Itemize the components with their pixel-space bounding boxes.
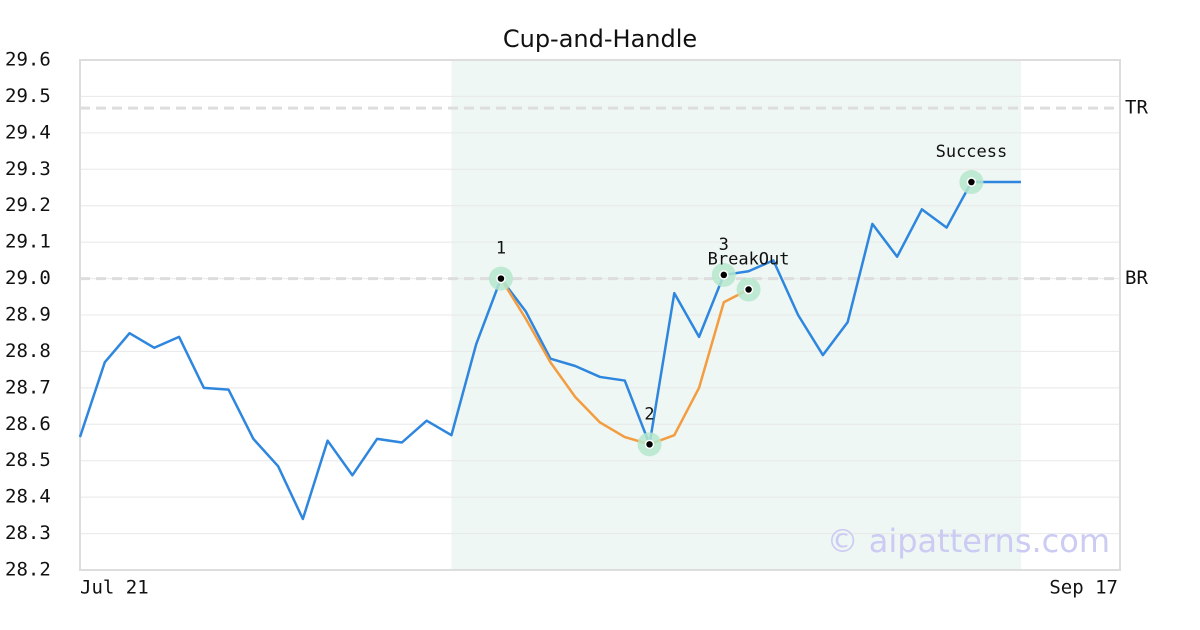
x-tick-label: Jul 21 <box>80 577 149 599</box>
y-tick-label: 29.1 <box>5 231 51 253</box>
point-dot <box>644 439 655 450</box>
y-tick-label: 28.2 <box>5 559 51 581</box>
x-tick-label: Sep 17 <box>1049 577 1118 599</box>
y-tick-label: 28.8 <box>5 340 51 362</box>
watermark: © aipatterns.com <box>827 522 1110 560</box>
point-dot <box>966 177 977 187</box>
plot-border <box>79 59 1121 571</box>
point-dot <box>496 273 506 284</box>
y-tick-label: 29.3 <box>5 158 51 180</box>
y-tick-label: 28.3 <box>5 522 51 544</box>
y-tick-label: 29.2 <box>5 194 51 216</box>
point-label: 3 <box>719 235 729 255</box>
y-tick-label: 29.5 <box>5 85 51 107</box>
point-label: 1 <box>496 239 506 259</box>
series-line <box>78 180 1021 521</box>
y-tick-label: 29.0 <box>5 267 51 289</box>
y-tick-label: 29.6 <box>5 49 51 71</box>
level-label: BR <box>1125 267 1148 289</box>
y-tick-label: 28.6 <box>5 413 51 435</box>
series-line <box>499 277 750 446</box>
point-dot <box>743 284 754 295</box>
point-label: Success <box>936 142 1008 162</box>
y-tick-label: 29.4 <box>5 121 51 143</box>
point-label: 2 <box>644 404 654 424</box>
chart-title: Cup-and-Handle <box>503 25 697 53</box>
y-tick-label: 28.5 <box>5 449 51 471</box>
point-dot <box>719 270 729 280</box>
point-label: BreakOut <box>708 250 790 270</box>
y-tick-label: 28.9 <box>5 304 51 326</box>
y-tick-label: 28.7 <box>5 376 51 398</box>
level-label: TR <box>1125 97 1148 119</box>
y-tick-label: 28.4 <box>5 486 51 508</box>
